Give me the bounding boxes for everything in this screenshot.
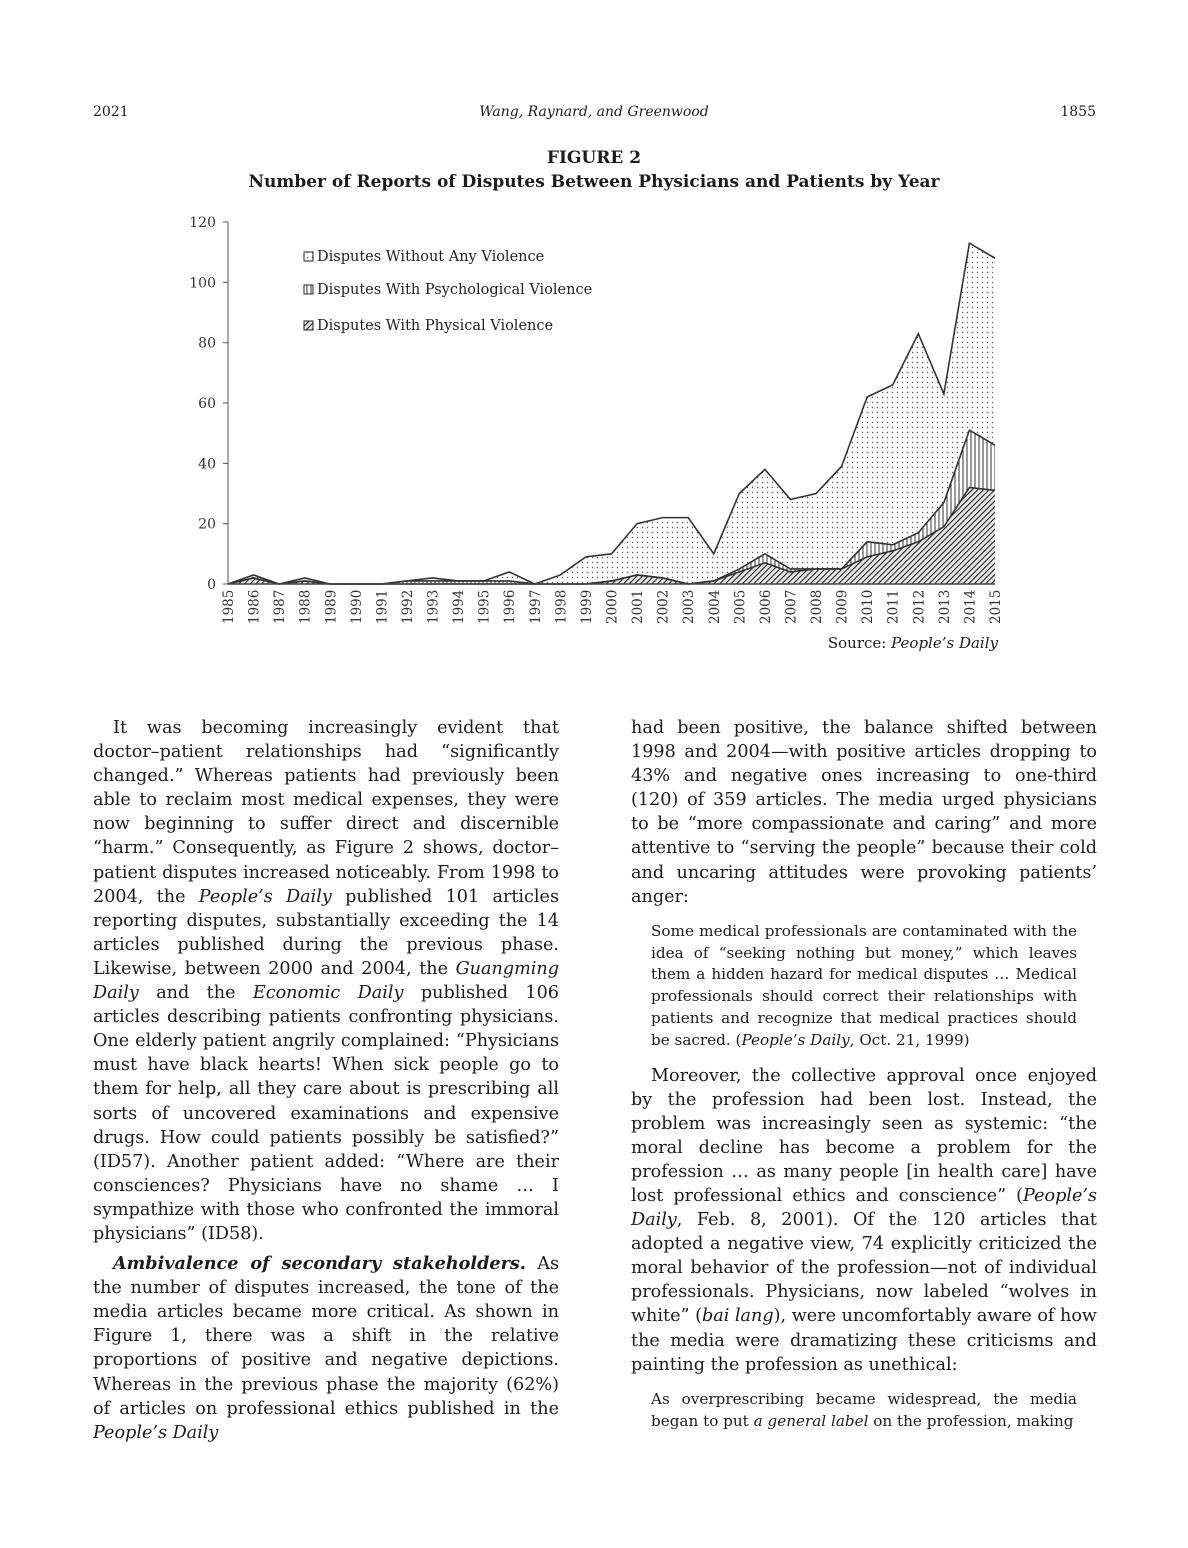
page-number: 1855 bbox=[1060, 104, 1096, 120]
x-tick-label: 2012 bbox=[911, 590, 927, 624]
x-tick-label: 1989 bbox=[323, 590, 339, 624]
x-tick-label: 1985 bbox=[221, 590, 237, 624]
x-tick-label: 1990 bbox=[349, 590, 365, 624]
running-header-authors: Wang, Raynard, and Greenwood bbox=[479, 104, 709, 120]
section-heading: Ambivalence of secondary stakeholders. bbox=[113, 1253, 526, 1275]
x-tick-label: 2009 bbox=[835, 590, 851, 624]
legend-label-none: Disputes Without Any Violence bbox=[317, 249, 544, 265]
body-column-left: It was becoming increasingly evident tha… bbox=[93, 716, 559, 1445]
legend-swatch-psych bbox=[303, 284, 314, 295]
x-tick-label: 1995 bbox=[477, 590, 493, 624]
x-tick-label: 1991 bbox=[374, 590, 390, 624]
area-physical-violence bbox=[228, 487, 995, 584]
y-tick-label: 80 bbox=[198, 336, 216, 352]
y-tick-label: 20 bbox=[198, 517, 216, 533]
x-tick-label: 1988 bbox=[298, 590, 314, 624]
x-tick-label: 2005 bbox=[732, 590, 748, 624]
block-quote: Some medical professionals are contamina… bbox=[651, 921, 1077, 1049]
x-tick-label: 2001 bbox=[630, 590, 646, 624]
y-tick-label: 0 bbox=[207, 577, 216, 593]
x-tick-label: 2008 bbox=[809, 590, 825, 624]
x-tick-label: 2010 bbox=[860, 590, 876, 624]
paragraph: Ambivalence of secondary stakeholders. A… bbox=[93, 1253, 559, 1443]
area-no-violence bbox=[228, 243, 995, 584]
figure-title: Number of Reports of Disputes Between Ph… bbox=[248, 172, 940, 192]
paragraph: It was becoming increasingly evident tha… bbox=[93, 718, 559, 1244]
legend-label-psych: Disputes With Psychological Violence bbox=[317, 282, 592, 298]
stacked-area-chart: 0 20 40 60 80 100 120 1985 1986 1987 1988 1989 1990 1… bbox=[189, 215, 1004, 624]
legend-label-physical: Disputes With Physical Violence bbox=[317, 318, 553, 334]
x-tick-label: 2014 bbox=[962, 590, 978, 624]
x-tick-label: 1986 bbox=[247, 590, 263, 624]
x-tick-label: 1998 bbox=[553, 590, 569, 624]
x-tick-label: 2007 bbox=[783, 590, 799, 624]
x-tick-label: 2015 bbox=[988, 590, 1004, 624]
running-header-year: 2021 bbox=[93, 104, 129, 120]
legend-swatch-none bbox=[303, 251, 314, 262]
x-tick-label: 1996 bbox=[502, 590, 518, 624]
body-column-right: had been positive, the balance shifted b… bbox=[631, 716, 1097, 1444]
figure-source: Source: People’s Daily bbox=[827, 634, 998, 652]
legend-swatch-physical bbox=[303, 320, 314, 331]
x-tick-label: 1993 bbox=[426, 590, 442, 624]
x-tick-label: 2003 bbox=[681, 590, 697, 624]
x-tick-label: 2011 bbox=[886, 590, 902, 624]
y-tick-label: 60 bbox=[198, 396, 216, 412]
x-tick-label: 1994 bbox=[451, 590, 467, 624]
paragraph: had been positive, the balance shifted b… bbox=[631, 718, 1097, 907]
x-tick-label: 2004 bbox=[707, 590, 723, 624]
x-tick-label: 2006 bbox=[758, 590, 774, 624]
x-tick-label: 2002 bbox=[656, 590, 672, 624]
x-tick-label: 1987 bbox=[272, 590, 288, 624]
figure-label: FIGURE 2 bbox=[546, 148, 642, 168]
x-tick-label: 1999 bbox=[579, 590, 595, 624]
y-tick-label: 100 bbox=[189, 275, 216, 291]
y-tick-label: 120 bbox=[189, 215, 216, 231]
y-tick-label: 40 bbox=[198, 456, 216, 472]
x-tick-label: 2000 bbox=[605, 590, 621, 624]
x-tick-label: 1992 bbox=[400, 590, 416, 624]
paragraph: Moreover, the collective approval once e… bbox=[631, 1065, 1097, 1375]
block-quote: As overprescribing became widespread, th… bbox=[651, 1389, 1077, 1430]
x-tick-label: 2013 bbox=[937, 590, 953, 624]
x-tick-label: 1997 bbox=[528, 590, 544, 624]
